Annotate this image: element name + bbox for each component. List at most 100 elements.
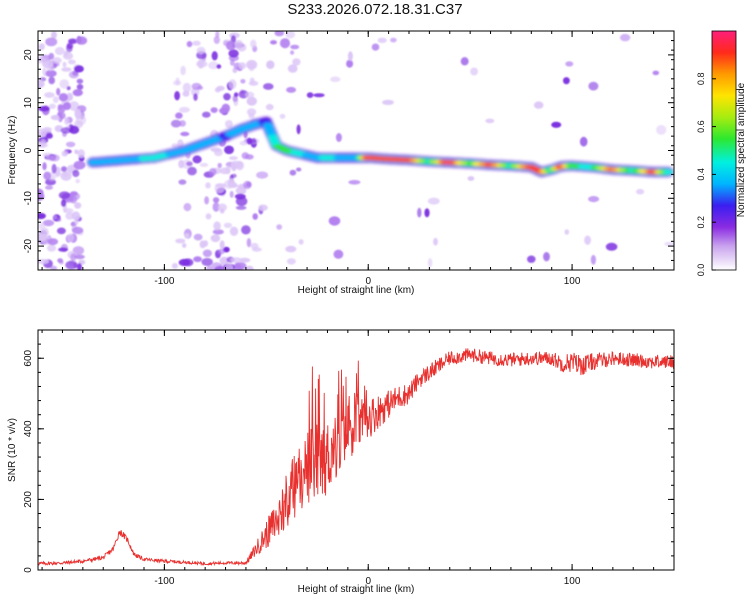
spectrogram-noise-blob: [652, 70, 660, 76]
spectrogram-noise-blob: [233, 92, 239, 97]
spectrogram-noise-blob: [74, 202, 82, 209]
spectrogram-noise-blob: [58, 191, 71, 199]
spectrogram-noise-blob: [56, 87, 61, 96]
spectrogram-noise-blob: [217, 162, 222, 169]
spectrogram-noise-blob: [170, 119, 182, 128]
spectrogram-noise-blob: [234, 262, 241, 270]
spectrogram-noise-blob: [290, 50, 295, 55]
spectrogram-noise-blob: [225, 165, 231, 175]
spectrogram-noise-blob: [250, 39, 257, 48]
spectrogram-noise-blob: [298, 239, 304, 245]
spectrogram-noise-blob: [45, 133, 53, 139]
spectrogram-x-axis-label: Height of straight line (km): [298, 285, 415, 296]
spectrogram-noise-blob: [72, 169, 80, 178]
spectrogram-noise-blob: [180, 131, 190, 137]
spectrogram-noise-blob: [196, 46, 206, 55]
spectrogram-noise-blob: [215, 31, 220, 38]
spectrogram-noise-blob: [234, 40, 244, 50]
spectrogram-noise-blob: [209, 168, 217, 176]
spectrogram-noise-blob: [223, 93, 231, 101]
spectrogram-y-tick-label: -20: [23, 238, 34, 253]
spectrogram-noise-blob: [49, 265, 58, 270]
spectrogram-noise-blob: [58, 260, 64, 265]
spectrogram-noise-blob: [178, 159, 185, 169]
spectrogram-noise-blob: [175, 238, 186, 244]
page-title: S233.2026.072.18.31.C37: [287, 1, 463, 18]
spectrogram-noise-blob: [206, 265, 213, 270]
spectrogram-noise-blob: [58, 112, 66, 120]
spectrogram-noise-blob: [178, 179, 187, 185]
snr-frame: [37, 329, 675, 571]
spectrogram-noise-blob: [330, 76, 341, 83]
spectrogram-noise-blob: [61, 150, 68, 157]
spectrogram-noise-blob: [219, 256, 230, 265]
spectrogram-noise-blob: [285, 31, 296, 39]
spectrogram-noise-blob: [175, 77, 180, 86]
spectrogram-noise-blob: [43, 171, 52, 180]
spectrogram-noise-blob: [210, 234, 221, 243]
spectrogram-noise-blob: [45, 37, 58, 47]
spectrogram-noise-blob: [248, 61, 255, 72]
snr-y-tick-label: 200: [23, 491, 34, 508]
spectrogram-noise-blob: [66, 42, 74, 50]
spectrogram-noise-blob: [427, 197, 440, 205]
spectrogram-noise-blob: [202, 249, 212, 258]
spectrogram-noise-blob: [60, 166, 68, 173]
spectrogram-noise-blob: [246, 96, 257, 106]
spectrogram-noise-blob: [186, 161, 193, 167]
spectrogram-y-tick-label: 0: [23, 147, 34, 153]
spectrogram-noise-blob: [39, 139, 47, 148]
spectrogram-y-axis-label: Frequency (Hz): [7, 116, 18, 185]
spectrogram-noise-blob: [63, 208, 74, 214]
spectrogram-noise-blob: [296, 167, 302, 172]
spectrogram-noise-blob: [47, 238, 59, 246]
spectrogram-noise-blob: [424, 208, 430, 218]
spectrogram-noise-blob: [63, 172, 68, 178]
spectrogram-noise-blob: [245, 91, 255, 99]
spectrogram-noise-blob: [38, 43, 45, 51]
snr-x-tick-label: 0: [365, 576, 371, 587]
spectrogram-noise-blob: [590, 254, 597, 265]
spectrogram-noise-blob: [193, 233, 203, 241]
spectrogram-noise-blob: [216, 64, 222, 69]
spectrogram-noise-blob: [290, 44, 300, 50]
spectrogram-x-tick-label: -100: [154, 276, 174, 287]
spectrogram-noise-blob: [228, 49, 239, 58]
spectrogram-noise-blob: [371, 43, 380, 51]
spectrogram-noise-blob: [417, 207, 422, 218]
spectrogram-noise-blob: [49, 154, 60, 162]
spectrogram-noise-blob: [76, 84, 84, 90]
spectrogram-noise-blob: [199, 162, 209, 167]
spectrogram-noise-blob: [70, 195, 77, 204]
spectrogram-noise-blob: [313, 93, 325, 98]
spectrogram-x-tick-label: 0: [365, 276, 371, 287]
spectrogram-noise-blob: [208, 61, 219, 70]
spectrogram-noise-blob: [223, 222, 232, 228]
spectrogram-noise-blob: [51, 163, 57, 174]
spectrogram-noise-blob: [216, 85, 225, 91]
spectrogram-noise-blob: [286, 258, 296, 265]
spectrogram-noise-blob: [551, 121, 562, 128]
colorbar-tick-label: 0.6: [696, 120, 706, 133]
spectrogram-noise-blob: [72, 89, 83, 97]
spectrogram-noise-blob: [229, 190, 234, 198]
spectrogram-y-tick-label: 10: [23, 97, 34, 109]
spectrogram-noise-blob: [58, 247, 69, 252]
spectrogram-noise-blob: [565, 61, 574, 67]
spectrogram-noise-blob: [274, 31, 285, 37]
spectrogram-noise-blob: [75, 115, 87, 125]
colorbar: 0.0 0.2 0.4 0.6 0.8 Normalized spectral ampl…: [696, 30, 747, 276]
spectrogram-noise-blob: [71, 211, 81, 221]
spectrogram-noise-blob: [235, 205, 247, 210]
spectrogram-noise-blob: [533, 101, 544, 109]
spectrogram-noise-blob: [74, 218, 79, 225]
spectrogram-noise-blob: [75, 36, 88, 45]
spectrogram-noise-blob: [246, 137, 253, 145]
spectrogram-noise-blob: [225, 120, 233, 128]
spectrogram-noise-blob: [57, 104, 66, 114]
spectrogram-noise-blob: [61, 67, 72, 72]
colorbar-tick-label: 0.2: [696, 216, 706, 229]
spectrogram-noise-blob: [193, 256, 203, 263]
snr-plot-area: [38, 330, 674, 570]
